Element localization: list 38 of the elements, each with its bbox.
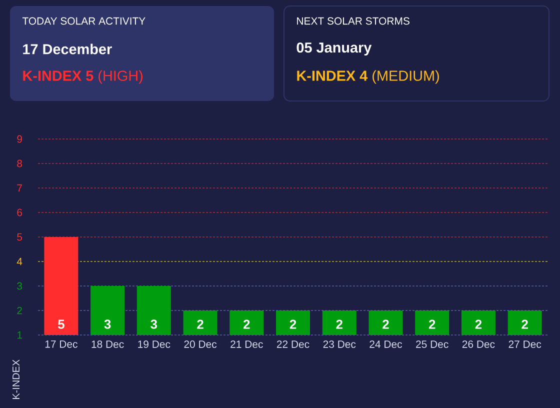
data-label: 2 bbox=[475, 320, 482, 329]
x-tick-label: 17 Dec bbox=[45, 340, 78, 348]
y-tick-label: 9 bbox=[17, 135, 22, 143]
y-tick-label: 6 bbox=[17, 208, 22, 216]
y-tick-label: 4 bbox=[16, 258, 22, 266]
data-label: 2 bbox=[382, 320, 389, 329]
y-tick-label: 5 bbox=[17, 233, 22, 241]
text: 05 January bbox=[296, 42, 372, 56]
y-tick-label: 8 bbox=[17, 160, 22, 168]
x-tick-label: 21 Dec bbox=[230, 340, 263, 348]
text: K-INDEX 5 (HIGH) bbox=[23, 70, 143, 84]
x-tick-label: 24 Dec bbox=[370, 340, 402, 348]
text: 17 December bbox=[23, 44, 112, 54]
text: NEXT SOLAR STORMS bbox=[297, 17, 410, 25]
x-tick-label: 27 Dec bbox=[508, 340, 542, 348]
x-tick-label: 23 Dec bbox=[323, 340, 356, 348]
data-label: 2 bbox=[336, 320, 342, 329]
y-tick-label: 1 bbox=[17, 331, 22, 339]
x-tick-label: 26 Dec bbox=[462, 340, 495, 348]
y-axis-title: K-INDEX bbox=[12, 360, 20, 399]
text: K-INDEX 4 (MEDIUM) bbox=[297, 70, 439, 84]
x-tick-label: 25 Dec bbox=[416, 340, 448, 348]
data-label: 5 bbox=[58, 320, 64, 329]
y-tick-label: 7 bbox=[17, 184, 22, 192]
data-label: 2 bbox=[290, 320, 296, 329]
data-label: 3 bbox=[104, 320, 111, 329]
x-tick-label: 19 Dec bbox=[138, 340, 170, 348]
y-tick-label: 2 bbox=[17, 306, 22, 314]
x-tick-label: 18 Dec bbox=[92, 340, 124, 348]
text: TODAY SOLAR ACTIVITY bbox=[22, 17, 146, 25]
data-label: 2 bbox=[522, 320, 528, 329]
data-label: 2 bbox=[243, 320, 250, 329]
data-label: 2 bbox=[428, 320, 436, 329]
data-label: 2 bbox=[197, 320, 204, 329]
data-label: 3 bbox=[150, 320, 158, 329]
y-tick-label: 3 bbox=[17, 282, 22, 290]
x-tick-label: 20 Dec bbox=[184, 340, 217, 348]
x-tick-label: 22 Dec bbox=[276, 340, 310, 348]
